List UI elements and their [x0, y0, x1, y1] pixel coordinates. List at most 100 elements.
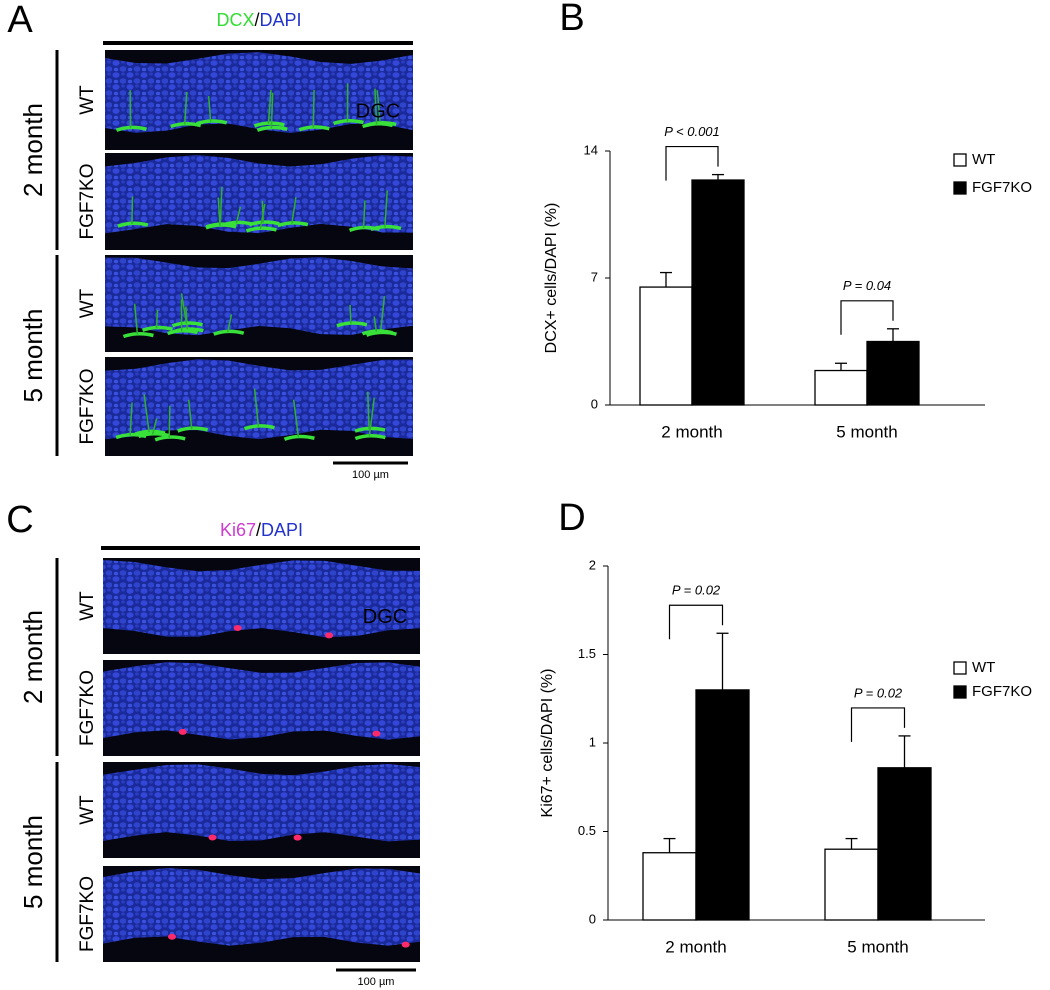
scale-label: 100 µm [352, 469, 389, 481]
panel-letter: C [6, 499, 33, 541]
bar [695, 689, 750, 921]
dcx-process [207, 96, 212, 122]
granule-cell-layer [103, 559, 420, 638]
dcx-process [180, 293, 188, 324]
panel-letter: D [558, 497, 585, 539]
ki67-cell [208, 834, 217, 841]
legend-label: FGF7KO [972, 179, 1032, 196]
y-tick-label: 1 [589, 734, 596, 749]
ki67-cell [167, 933, 176, 940]
dcx-process [349, 304, 352, 324]
significance-bracket [665, 145, 719, 181]
dcx-process [292, 399, 300, 438]
y-tick-label: 7 [591, 269, 598, 284]
stain-title: DCX/DAPI [216, 10, 301, 30]
y-tick-label: 2 [589, 557, 596, 572]
legend-label: FGF7KO [972, 683, 1032, 700]
dcx-process [131, 196, 134, 225]
granule-cell-layer [103, 763, 420, 842]
legend-swatch [953, 181, 967, 195]
dcx-process [155, 309, 159, 329]
row-label: WT [77, 795, 98, 825]
row-label: WT [77, 288, 98, 318]
group-label: 5 month [18, 815, 48, 909]
p-value: P = 0.02 [854, 685, 903, 700]
row-label: FGF7KO [77, 670, 98, 746]
dcx-process [367, 391, 370, 430]
bar [877, 767, 932, 921]
dcx-process [291, 197, 297, 224]
legend-swatch [953, 685, 967, 699]
bar [691, 179, 745, 406]
dcx-process [183, 91, 188, 125]
x-tick-label: 5 month [836, 422, 897, 441]
legend-swatch [953, 661, 967, 675]
x-tick-label: 2 month [665, 937, 726, 956]
significance-bracket [850, 707, 906, 742]
y-axis-label: Ki67+ cells/DAPI (%) [539, 669, 556, 818]
dcx-process [373, 316, 378, 332]
significance-bracket [840, 300, 894, 335]
panel-letter: A [7, 0, 33, 41]
dcx-process [226, 314, 233, 333]
y-tick-label: 1.5 [578, 646, 596, 661]
stain-part: / [254, 10, 259, 30]
dcx-process [235, 206, 242, 224]
row-label: WT [77, 85, 98, 115]
dcx-process [133, 303, 139, 335]
dcx-process [185, 306, 189, 330]
ki67-cell [178, 728, 187, 735]
row-label: WT [77, 591, 98, 621]
bar [639, 286, 693, 406]
significance-bracket [668, 604, 724, 640]
y-tick-label: 14 [584, 142, 598, 157]
ki67-cell [325, 632, 334, 639]
dcx-process [374, 88, 378, 125]
dcx-process [368, 397, 376, 437]
group-label: 5 month [18, 309, 48, 403]
granule-cell-layer [105, 52, 413, 133]
bar [814, 369, 868, 406]
scale-label: 100 µm [358, 976, 395, 988]
row-label: FGF7KO [77, 876, 98, 952]
granule-cell-layer [105, 359, 413, 440]
dcx-process [267, 90, 272, 125]
dcx-process [270, 92, 274, 129]
bar [866, 340, 920, 406]
dcx-process [168, 405, 171, 438]
dcx-process [384, 190, 388, 228]
y-tick-label: 0 [591, 396, 598, 411]
dcx-process [259, 203, 266, 230]
stain-part: DAPI [260, 10, 302, 30]
dcx-process [219, 186, 223, 225]
bar [642, 852, 697, 921]
group-label: 2 month [18, 103, 48, 197]
ki67-cell [401, 941, 410, 948]
dcx-process [143, 394, 150, 433]
stain-part: Ki67 [220, 520, 256, 540]
dcx-process [253, 388, 260, 427]
panel-letter: B [559, 0, 584, 39]
dcx-process [129, 402, 133, 436]
dcx-process [312, 89, 315, 128]
y-tick-label: 0.5 [578, 823, 596, 838]
legend-swatch [953, 153, 967, 167]
y-tick-label: 0 [589, 911, 596, 926]
region-label: DGC [363, 606, 407, 628]
dcx-process [376, 90, 381, 124]
stain-part: DAPI [261, 520, 303, 540]
legend-label: WT [972, 151, 995, 168]
p-value: P = 0.02 [672, 583, 721, 598]
p-value: P < 0.001 [664, 124, 720, 139]
granule-cell-layer [103, 868, 420, 946]
x-tick-label: 5 month [847, 937, 908, 956]
granule-cell-layer [105, 154, 413, 234]
granule-cell-layer [103, 662, 420, 740]
stain-part: / [256, 520, 261, 540]
dcx-process [217, 197, 221, 226]
y-axis-label: DCX+ cells/DAPI (%) [543, 203, 560, 354]
ki67-cell [293, 834, 302, 841]
legend-label: WT [972, 659, 995, 676]
dcx-process [188, 399, 193, 430]
